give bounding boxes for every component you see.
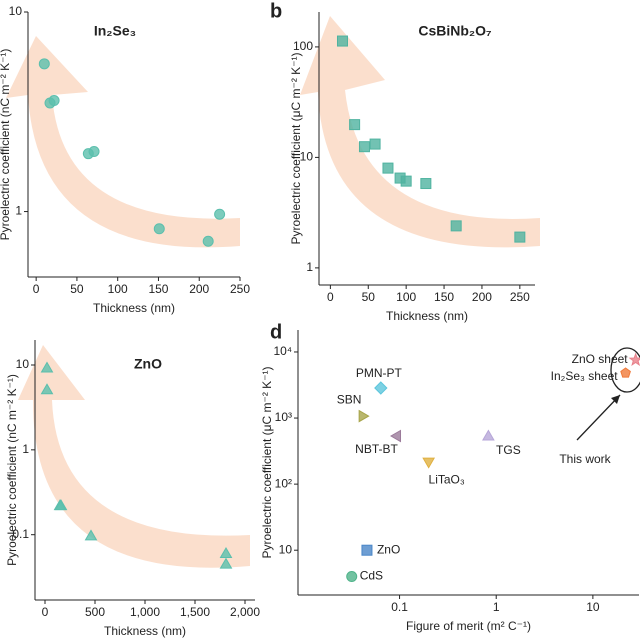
annotation-arrow	[576, 394, 621, 441]
panel-label: d	[270, 321, 282, 343]
y-tick-label: 0.1	[12, 527, 29, 541]
x-tick-label: 0.1	[391, 600, 408, 614]
x-tick-label: 1,500	[180, 605, 210, 619]
x-tick-label: 2,000	[230, 605, 260, 619]
trend-arrow	[300, 16, 540, 248]
y-tick-label: 1	[306, 260, 313, 274]
point	[422, 457, 436, 469]
point	[40, 383, 54, 395]
point-label: PMN-PT	[356, 366, 403, 380]
point-label: ZnO	[377, 542, 400, 556]
y-axis-label: Pyroelectric coefficient (μC m⁻² K⁻¹)	[260, 366, 274, 558]
panel: 0 50 100 150 200 250 1 10 Thickness (nm) Pyroelec…	[0, 4, 250, 315]
x-tick-label: 1	[493, 600, 500, 614]
point	[358, 141, 370, 153]
y-axis-label: Pyroelectric coefficient (nC m⁻² K⁻¹)	[5, 374, 19, 566]
y-tick-label: 1	[15, 204, 22, 218]
point	[390, 429, 402, 443]
panel: 0 50 100 150 200 250 1 10 100 Thickness (nm) Pyroe…	[270, 0, 535, 323]
y-axis-label: Pyroelectric coefficient (nC m⁻² K⁻¹)	[0, 49, 12, 241]
point-label: ZnO sheet	[572, 352, 629, 366]
panel-title: In₂Se₃	[94, 23, 136, 39]
x-tick-label: 10	[586, 600, 600, 614]
point	[202, 235, 214, 247]
x-tick-label: 150	[434, 290, 454, 304]
point	[88, 145, 100, 157]
y-tick-label: 10³	[275, 410, 292, 424]
point	[219, 557, 233, 569]
y-tick-label: 1	[22, 442, 29, 456]
annotation: This work	[559, 452, 611, 466]
point	[336, 35, 348, 47]
x-tick-label: 100	[396, 290, 416, 304]
annotation-arrowhead	[611, 395, 620, 404]
point	[48, 95, 60, 107]
x-axis-label: Thickness (nm)	[386, 309, 468, 323]
point-label: LiTaO₃	[429, 472, 465, 486]
x-tick-label: 500	[85, 605, 105, 619]
point-label: In₂Se₃ sheet	[551, 369, 619, 383]
point	[346, 571, 358, 583]
point	[84, 529, 98, 541]
point-label: TGS	[496, 443, 521, 457]
point	[382, 162, 394, 174]
point-label: SBN	[337, 392, 362, 406]
y-tick-label: 10	[279, 542, 293, 556]
x-tick-label: 250	[510, 290, 530, 304]
x-tick-label: 150	[148, 282, 168, 296]
point	[38, 58, 50, 70]
point	[450, 220, 462, 232]
point	[369, 138, 381, 150]
x-tick-label: 0	[33, 282, 40, 296]
x-axis-label: Figure of merit (m² C⁻¹)	[406, 619, 531, 633]
x-tick-label: 50	[70, 282, 84, 296]
point-label: CdS	[360, 569, 383, 583]
x-tick-label: 0	[327, 290, 334, 304]
x-tick-label: 200	[472, 290, 492, 304]
point	[374, 381, 388, 395]
y-tick-label: 10	[16, 357, 30, 371]
y-tick-label: 10	[300, 150, 314, 164]
point	[400, 175, 412, 187]
point	[219, 547, 233, 559]
point	[361, 544, 373, 556]
x-tick-label: 250	[230, 282, 250, 296]
y-tick-label: 10²	[275, 476, 292, 490]
y-tick-label: 100	[293, 39, 313, 53]
panel: 0.1 1 10 10 10² 10³ 10⁴ Figure of merit (m² C⁻¹…	[260, 321, 639, 633]
x-tick-label: 50	[362, 290, 376, 304]
point	[420, 178, 432, 190]
x-tick-label: 100	[108, 282, 128, 296]
point	[620, 367, 631, 378]
point	[40, 361, 54, 373]
point	[482, 429, 495, 441]
highlight-circle	[610, 347, 640, 393]
point	[153, 223, 165, 235]
trend-arrow	[18, 345, 250, 568]
point	[358, 409, 370, 423]
panel-title: CsBiNb₂O₇	[418, 23, 491, 39]
x-tick-label: 0	[42, 605, 49, 619]
y-axis-label: Pyroelectric coefficient (μC m⁻² K⁻¹)	[289, 52, 303, 244]
x-axis-label: Thickness (nm)	[104, 624, 186, 638]
y-tick-label: 10⁴	[273, 344, 292, 358]
x-tick-label: 200	[189, 282, 209, 296]
point-label: NBT-BT	[355, 442, 398, 456]
x-axis-label: Thickness (nm)	[93, 301, 175, 315]
trend-arrow	[6, 36, 240, 248]
panel-label: b	[270, 0, 282, 22]
point	[214, 208, 226, 220]
panel-title: ZnO	[134, 356, 162, 372]
point	[349, 119, 361, 131]
y-tick-label: 10	[9, 4, 23, 18]
trend-arrows	[6, 16, 540, 568]
point	[514, 231, 526, 243]
point	[54, 499, 68, 511]
panel: 0 500 1,000 1,500 2,000 0.1 1 10 Thickness (nm) P…	[5, 340, 260, 638]
x-tick-label: 1,000	[130, 605, 160, 619]
